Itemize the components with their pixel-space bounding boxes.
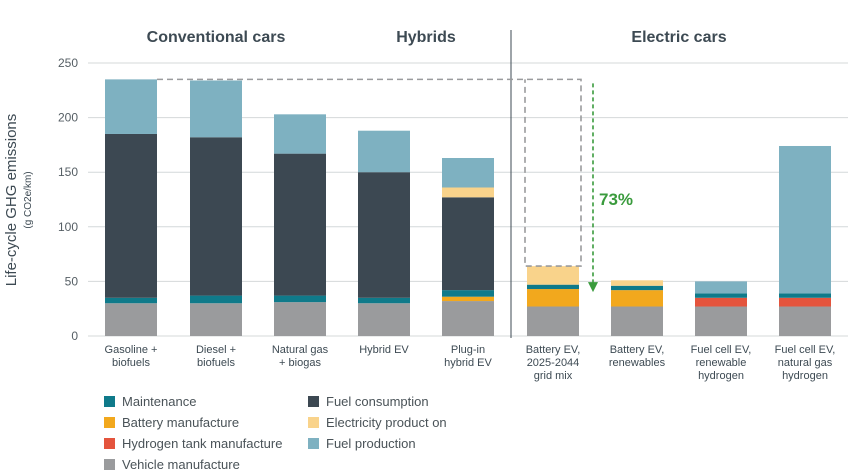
- bar-stack-diesel-biofuels: [190, 80, 242, 336]
- legend-swatch: [104, 459, 115, 470]
- bar-segment-fuel-consumption: [274, 153, 326, 296]
- group-heading-hybrids: Hybrids: [396, 29, 456, 46]
- reduction-percentage: 73%: [599, 190, 633, 209]
- bar-segment-fuel-production: [358, 130, 410, 173]
- bar-segment-vehicle-manufacture: [527, 306, 579, 336]
- legend-label: Electricity product on: [326, 415, 447, 430]
- legend-label: Fuel production: [326, 436, 416, 451]
- legend-item-fuel-production: Fuel production: [308, 436, 416, 451]
- legend-item-vehicle-manufacture: Vehicle manufacture: [104, 457, 240, 472]
- bar-stack-gasoline-biofuels: [105, 79, 157, 336]
- category-label: Battery EV, renewables: [609, 344, 666, 369]
- legend-label: Hydrogen tank manufacture: [122, 436, 282, 451]
- bar-stack-battery-ev-2025-2044-grid-mix: [527, 266, 579, 336]
- bar-segment-maintenance: [527, 284, 579, 290]
- bar-segment-battery-manufacture: [611, 290, 663, 307]
- legend-swatch: [308, 396, 319, 407]
- legend-label: Fuel consumption: [326, 394, 429, 409]
- category-labels: Gasoline + biofuels Diesel + biofuels Natura…: [105, 344, 836, 382]
- bar-segment-vehicle-manufacture: [274, 302, 326, 336]
- bar-segment-battery-manufacture: [527, 289, 579, 307]
- category-label: Diesel + biofuels: [196, 344, 236, 369]
- category-label: Hybrid EV: [359, 344, 409, 356]
- bar-stack-fuel-cell-ev-natural-gas-hydrogen: [779, 145, 831, 336]
- y-tick-label: 150: [58, 165, 78, 179]
- bar-segment-fuel-consumption: [442, 197, 494, 291]
- bar-stack-battery-ev-renewables: [611, 280, 663, 336]
- bar-segment-fuel-consumption: [105, 133, 157, 298]
- reference-outline: [157, 78, 582, 267]
- reduction-annotation: 73%: [157, 78, 633, 293]
- bar-segment-vehicle-manufacture: [358, 303, 410, 336]
- legend: Maintenance Battery manufacture Hydrogen t…: [104, 394, 447, 472]
- bar-segment-fuel-production: [779, 145, 831, 294]
- bar-segment-maintenance: [695, 293, 747, 298]
- category-label: Gasoline + biofuels: [105, 344, 158, 369]
- y-axis-title: Life-cycle GHG emissions (g CO2e/km): [3, 114, 34, 287]
- y-tick-label: 250: [58, 56, 78, 70]
- bar-segment-maintenance: [274, 295, 326, 303]
- bar-segment-maintenance: [442, 290, 494, 297]
- bar-stack-hybrid-ev: [358, 130, 410, 336]
- group-heading-electric-cars: Electric cars: [631, 29, 726, 46]
- bar-segment-fuel-production: [442, 158, 494, 188]
- group-heading-conventional-cars: Conventional cars: [147, 29, 286, 46]
- bar-segment-battery-manufacture: [442, 296, 494, 302]
- y-tick-label: 0: [71, 329, 78, 343]
- bar-segment-vehicle-manufacture: [611, 306, 663, 336]
- bar-segment-vehicle-manufacture: [442, 301, 494, 336]
- legend-label: Maintenance: [122, 394, 196, 409]
- bar-segment-fuel-consumption: [358, 172, 410, 298]
- y-tick-label: 50: [65, 274, 79, 288]
- category-label: Plug-in hybrid EV: [444, 344, 492, 369]
- bar-segment-fuel-production: [274, 114, 326, 154]
- bar-segment-electricity-product-on: [442, 187, 494, 198]
- y-axis-ticks: 0 50 100 150 200 250: [58, 56, 78, 343]
- bar-stack-plug-in-hybrid-ev: [442, 158, 494, 336]
- category-label: Fuel cell EV, renewable hydrogen: [691, 344, 752, 382]
- reduction-arrowhead: [588, 282, 598, 293]
- bar-segment-vehicle-manufacture: [779, 306, 831, 336]
- bar-segment-maintenance: [611, 285, 663, 291]
- bar-segment-maintenance: [190, 295, 242, 304]
- legend-item-hydrogen-tank-manufacture: Hydrogen tank manufacture: [104, 436, 282, 451]
- bar-segment-fuel-production: [105, 79, 157, 134]
- y-tick-label: 100: [58, 220, 78, 234]
- y-tick-label: 200: [58, 111, 78, 125]
- bar-segment-fuel-production: [190, 80, 242, 138]
- y-axis-label: Life-cycle GHG emissions: [3, 114, 20, 287]
- bar-segment-vehicle-manufacture: [695, 306, 747, 336]
- bar-stack-natural-gas-biogas: [274, 114, 326, 336]
- legend-swatch: [104, 438, 115, 449]
- bar-segment-fuel-production: [695, 281, 747, 294]
- bar-segment-hydrogen-tank-manufacture: [779, 297, 831, 307]
- y-axis-unit: (g CO2e/km): [23, 171, 34, 228]
- bar-segment-hydrogen-tank-manufacture: [695, 297, 747, 307]
- category-label: Natural gas + biogas: [272, 344, 329, 369]
- legend-label: Battery manufacture: [122, 415, 239, 430]
- category-label: Battery EV, 2025-2044 grid mix: [526, 344, 581, 382]
- bar-stack-fuel-cell-ev-renewable-hydrogen: [695, 281, 747, 336]
- bar-segment-maintenance: [358, 297, 410, 304]
- bar-segment-vehicle-manufacture: [190, 303, 242, 336]
- bar-segment-maintenance: [105, 297, 157, 304]
- bar-segment-vehicle-manufacture: [105, 303, 157, 336]
- legend-item-fuel-consumption: Fuel consumption: [308, 394, 429, 409]
- bars: [105, 79, 831, 336]
- legend-label: Vehicle manufacture: [122, 457, 240, 472]
- bar-segment-electricity-product-on: [611, 280, 663, 286]
- legend-swatch: [308, 438, 319, 449]
- category-label: Fuel cell EV, natural gas hydrogen: [775, 344, 836, 382]
- legend-swatch: [308, 417, 319, 428]
- legend-swatch: [104, 417, 115, 428]
- bar-segment-electricity-product-on: [527, 266, 579, 285]
- bar-segment-fuel-consumption: [190, 137, 242, 296]
- legend-item-electricity-product-on: Electricity product on: [308, 415, 447, 430]
- legend-item-maintenance: Maintenance: [104, 394, 196, 409]
- legend-swatch: [104, 396, 115, 407]
- legend-item-battery-manufacture: Battery manufacture: [104, 415, 239, 430]
- bar-segment-maintenance: [779, 293, 831, 298]
